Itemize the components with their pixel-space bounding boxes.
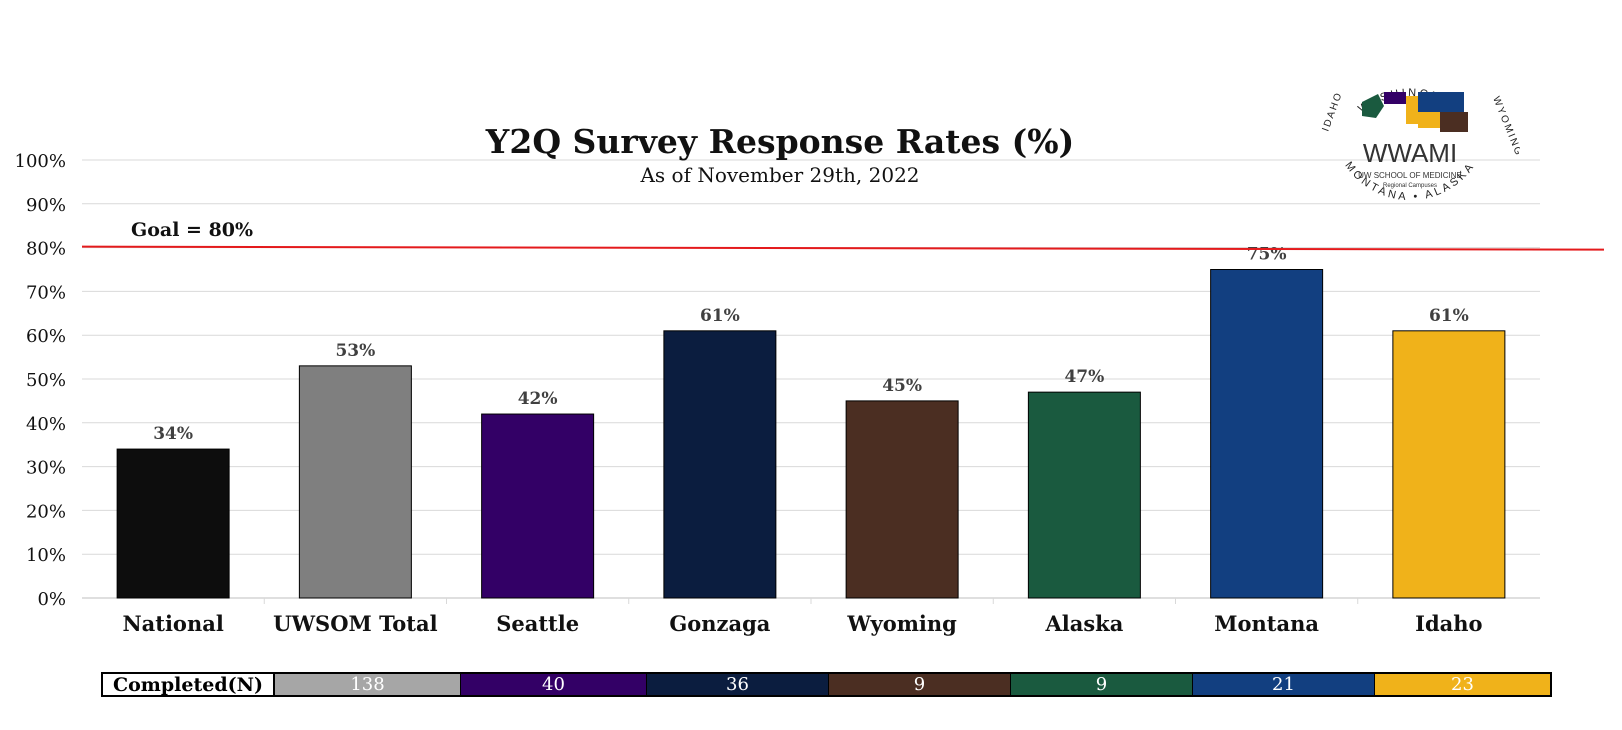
x-tick-label: National	[122, 611, 223, 636]
y-axis-ticks: 0% 10% 20% 30% 40% 50% 60% 70% 80% 90% 100%	[15, 151, 66, 610]
completed-table: Completed(N) 138 40 36 9 9 21 23	[101, 672, 1552, 697]
bar-uwsom-total	[298, 365, 412, 599]
y-tick-label: 40%	[26, 414, 66, 435]
y-tick-label: 0%	[37, 589, 66, 610]
logo-name: WWAMI	[1363, 138, 1457, 168]
y-tick-label: 20%	[26, 501, 66, 522]
data-label: 34%	[153, 424, 193, 444]
logo-left-text: IDAHO	[1320, 90, 1345, 133]
completed-cell: 23	[1375, 674, 1550, 695]
completed-cell: 36	[647, 674, 829, 695]
goal-label: Goal = 80%	[131, 219, 254, 241]
data-label: 45%	[882, 376, 922, 396]
y-tick-label: 50%	[26, 370, 66, 391]
data-label: 75%	[1247, 245, 1287, 265]
logo-right-text: WYOMING	[1490, 95, 1520, 158]
goal-line	[81, 245, 1605, 251]
data-label: 61%	[700, 306, 740, 326]
x-tick-label: Wyoming	[846, 611, 957, 636]
data-label: 53%	[335, 341, 375, 361]
data-label: 47%	[1064, 367, 1104, 387]
completed-cell: 21	[1193, 674, 1375, 695]
bar-gonzaga	[663, 330, 777, 599]
chart-subtitle: As of November 29th, 2022	[640, 163, 920, 187]
y-tick-label: 100%	[15, 151, 66, 172]
bar-montana	[1210, 269, 1324, 599]
bars	[116, 269, 1506, 599]
y-tick-label: 80%	[26, 239, 66, 260]
completed-cell: 9	[1011, 674, 1193, 695]
bar-wyoming	[845, 400, 959, 599]
y-tick-label: 90%	[26, 195, 66, 216]
logo-map-icon	[1362, 92, 1468, 132]
bar-idaho	[1392, 330, 1506, 599]
wwami-logo: WASHINGTON MONTANA • ALASKA IDAHO WYOMIN…	[1320, 87, 1520, 203]
x-axis-ticks: National UWSOM Total Seattle Gonzaga Wyoming…	[122, 598, 1483, 636]
bar-alaska	[1027, 391, 1141, 599]
y-tick-label: 70%	[26, 282, 66, 303]
chart-title: Y2Q Survey Response Rates (%)	[485, 122, 1075, 161]
completed-cell: 138	[275, 674, 461, 695]
y-tick-label: 30%	[26, 458, 66, 479]
y-tick-label: 60%	[26, 326, 66, 347]
data-label: 42%	[518, 389, 558, 409]
x-tick-label: UWSOM Total	[273, 611, 437, 636]
completed-cell: 40	[461, 674, 647, 695]
x-tick-label: Alaska	[1044, 611, 1123, 636]
x-tick-label: Gonzaga	[669, 611, 770, 636]
x-tick-label: Seattle	[496, 611, 579, 636]
bar-seattle	[481, 413, 595, 599]
bar-national	[116, 448, 230, 599]
logo-line2: Regional Campuses	[1383, 183, 1437, 189]
x-tick-label: Montana	[1214, 611, 1319, 636]
x-tick-label: Idaho	[1415, 611, 1482, 636]
y-tick-label: 10%	[26, 545, 66, 566]
logo-line1: UW SCHOOL OF MEDICINE	[1358, 171, 1462, 180]
completed-cell: 9	[829, 674, 1011, 695]
data-label: 61%	[1429, 306, 1469, 326]
completed-header: Completed(N)	[103, 674, 275, 696]
